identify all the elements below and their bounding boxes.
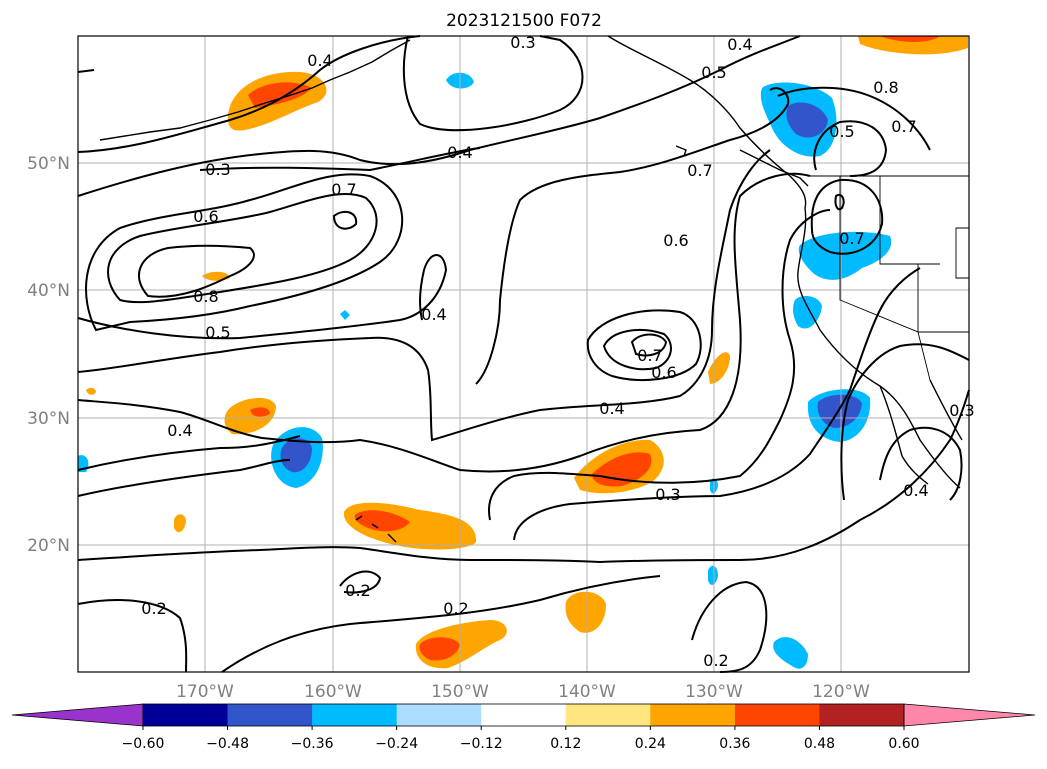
map-frame xyxy=(77,35,970,673)
colorbar-segment xyxy=(565,704,651,726)
contour-label: 0.3 xyxy=(510,33,535,52)
contour-label: 0.7 xyxy=(637,346,662,365)
contour-label: 0.4 xyxy=(599,399,624,418)
positive-anomaly-patch xyxy=(354,510,410,532)
contour-label: 0.3 xyxy=(949,401,974,420)
lon-label: 120°W xyxy=(812,682,870,702)
contour-label: 0.5 xyxy=(829,122,854,141)
contour-label: 0.4 xyxy=(307,51,332,70)
colorbar-tick-label: 0.60 xyxy=(888,736,919,752)
negative-anomaly-patch xyxy=(817,394,862,428)
lat-label: 20°N xyxy=(27,536,70,556)
lat-label: 30°N xyxy=(27,409,70,429)
contour-label: 0.7 xyxy=(839,229,864,248)
contour-label: 0.5 xyxy=(701,63,726,82)
contour-label: 0.7 xyxy=(687,161,712,180)
contour-label: 0.3 xyxy=(655,485,680,504)
contour-label: 0.6 xyxy=(193,207,218,226)
lon-label: 140°W xyxy=(558,682,616,702)
contour-label: 0.7 xyxy=(891,117,916,136)
contour-label: 0.2 xyxy=(141,599,166,618)
negative-anomaly-patch xyxy=(340,310,350,320)
contour-lines xyxy=(77,35,970,673)
colorbar-segment xyxy=(481,704,567,726)
contour-label: 0.4 xyxy=(167,421,192,440)
positive-anomaly-patch xyxy=(880,36,940,42)
contour-label: 0.7 xyxy=(331,180,356,199)
positive-anomaly-patch xyxy=(174,514,186,533)
negative-anomaly-patch xyxy=(773,637,808,669)
colorbar-segment xyxy=(312,704,398,726)
colorbar: −0.60 −0.48 −0.36 −0.24 −0.12 0.12 0.24 0.36 0.4… xyxy=(11,703,1036,752)
lon-label: 170°W xyxy=(176,682,234,702)
lon-label: 130°W xyxy=(685,682,743,702)
colorbar-segment xyxy=(143,704,229,726)
colorbar-tick-label: −0.36 xyxy=(291,736,334,752)
colorbar-segment xyxy=(227,704,313,726)
latitude-labels: 50°N 40°N 30°N 20°N xyxy=(27,154,70,556)
contour-labels: 0.3 0.4 0.4 0.5 0.8 0.5 0.7 0.4 0.3 0.7 … xyxy=(141,33,974,670)
colorbar-tick-label: −0.12 xyxy=(460,736,503,752)
contour-label: 0.4 xyxy=(421,305,446,324)
map-area: 0.3 0.4 0.4 0.5 0.8 0.5 0.7 0.4 0.3 0.7 … xyxy=(77,33,975,673)
longitude-labels: 170°W 160°W 150°W 140°W 130°W 120°W xyxy=(176,682,870,702)
negative-anomaly-patch xyxy=(798,231,892,280)
colorbar-extend-max xyxy=(903,703,1036,727)
positive-anomaly-patch xyxy=(858,36,968,55)
positive-anomaly-patch xyxy=(565,591,606,633)
contour-label: 0.4 xyxy=(903,481,928,500)
colorbar-tick-label: 0.12 xyxy=(550,736,581,752)
contour-label: 0.3 xyxy=(205,160,230,179)
contour-label: 0.6 xyxy=(651,363,676,382)
colorbar-tick-label: −0.24 xyxy=(375,736,418,752)
colorbar-tick-label: 0.48 xyxy=(804,736,835,752)
contour-label: 0.4 xyxy=(727,35,752,54)
contour-label: 0.2 xyxy=(345,581,370,600)
negative-anomaly-patch xyxy=(786,102,828,138)
lon-label: 150°W xyxy=(431,682,489,702)
positive-anomaly-patch xyxy=(86,387,96,395)
colorbar-tick-label: 0.36 xyxy=(719,736,750,752)
contour-label: 0.5 xyxy=(205,323,230,342)
colorbar-outline xyxy=(142,703,905,727)
contour-label: 0.8 xyxy=(873,78,898,97)
contour-label: 0.2 xyxy=(703,651,728,670)
colorbar-segment xyxy=(650,704,736,726)
positive-anomaly-patch xyxy=(250,407,270,417)
contour-label: 0.6 xyxy=(663,231,688,250)
lat-label: 40°N xyxy=(27,281,70,301)
colorbar-extend-min xyxy=(11,703,144,727)
lat-label: 50°N xyxy=(27,154,70,174)
negative-anomaly-patch xyxy=(708,565,718,585)
lon-label: 160°W xyxy=(304,682,362,702)
map-title: 2023121500 F072 xyxy=(446,11,602,31)
positive-anomaly-patch xyxy=(419,637,460,661)
contour-label: 0.2 xyxy=(443,599,468,618)
contour-label: 0.8 xyxy=(193,287,218,306)
positive-anomaly-patch xyxy=(224,397,276,435)
colorbar-tick-label: −0.60 xyxy=(122,736,165,752)
colorbar-tick-label: −0.48 xyxy=(206,736,249,752)
colorbar-segment xyxy=(734,704,820,726)
contour-label: 0.4 xyxy=(447,143,472,162)
colorbar-segment xyxy=(396,704,482,726)
colorbar-tick-label: 0.24 xyxy=(635,736,666,752)
negative-anomaly-patch xyxy=(280,438,312,473)
colorbar-segment xyxy=(819,704,905,726)
